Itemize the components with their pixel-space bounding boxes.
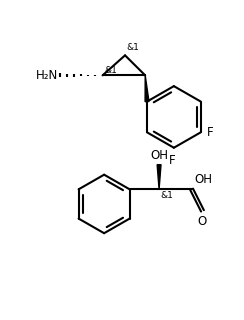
Text: F: F <box>169 154 176 167</box>
Polygon shape <box>157 165 161 189</box>
Text: F: F <box>207 126 214 139</box>
Text: OH: OH <box>195 173 213 186</box>
Text: H₂N: H₂N <box>36 69 58 82</box>
Text: OH: OH <box>150 148 168 162</box>
Text: &1: &1 <box>161 191 173 200</box>
Text: &1: &1 <box>127 43 140 52</box>
Text: O: O <box>198 215 207 228</box>
Text: &1: &1 <box>104 66 117 75</box>
Polygon shape <box>145 75 149 102</box>
